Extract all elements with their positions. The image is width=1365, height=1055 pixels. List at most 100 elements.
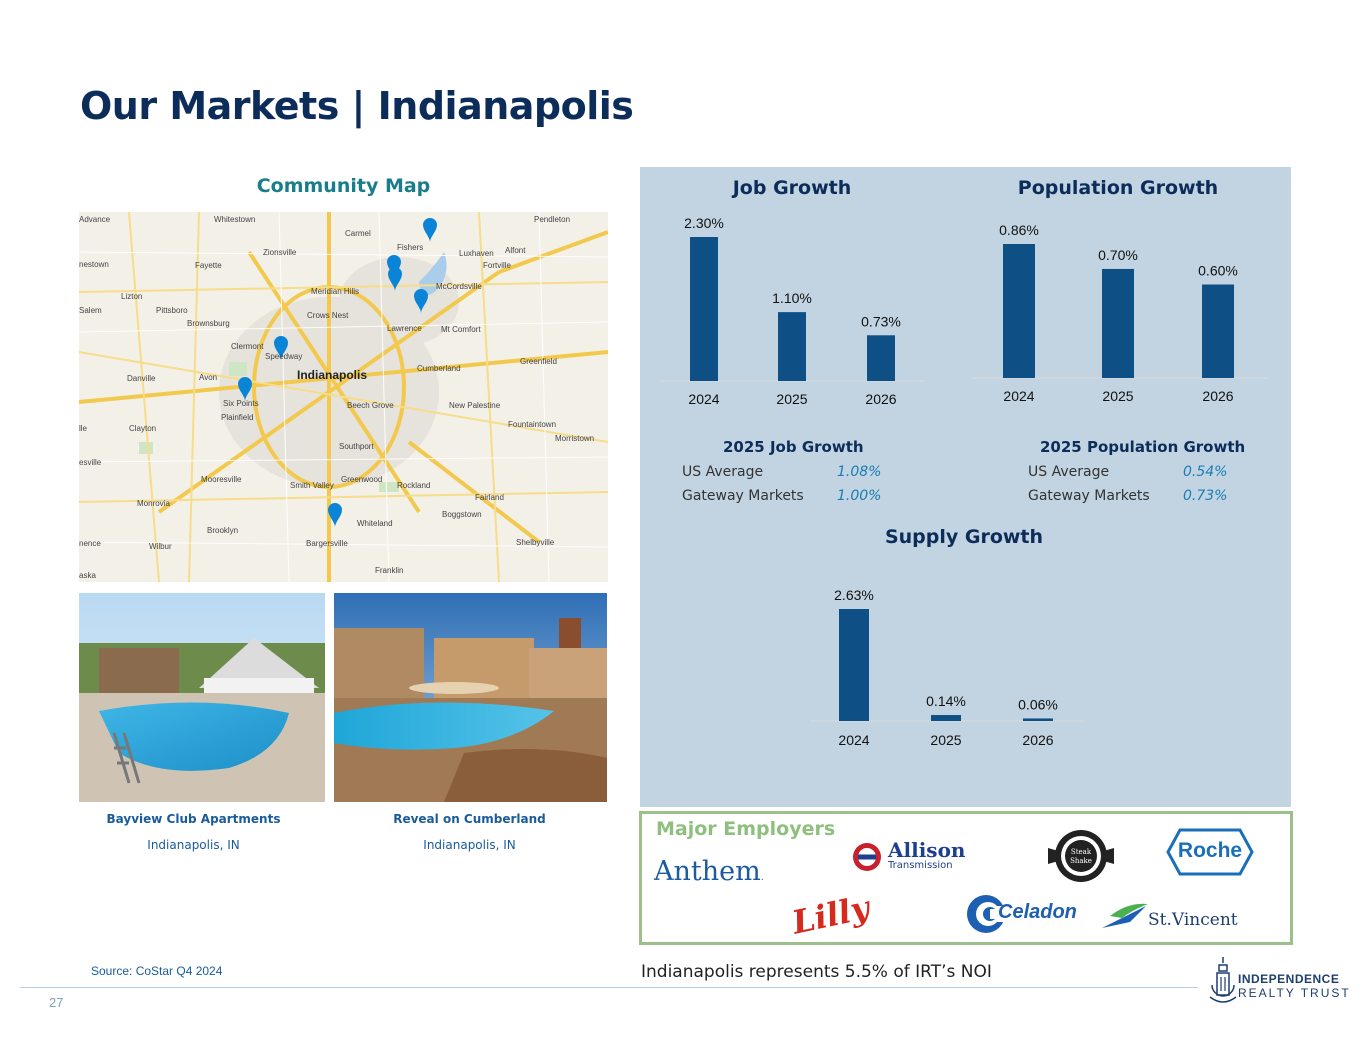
page-title: Our Markets | Indianapolis <box>80 84 634 128</box>
stat-value: 1.08% <box>837 464 882 480</box>
allison-transmission-logo: Allison Transmission <box>852 838 977 878</box>
brand-subname: REALTY TRUST <box>1238 986 1351 1000</box>
map-place-label: New Palestine <box>449 401 501 410</box>
job-growth-title: Job Growth <box>732 177 852 199</box>
map-place-label: Beech Grove <box>347 401 394 410</box>
svg-text:Shake: Shake <box>1070 857 1092 865</box>
noi-note: Indianapolis represents 5.5% of IRT’s NO… <box>641 962 992 982</box>
map-place-label: Fayette <box>195 261 222 270</box>
celadon-logo-text: Celadon <box>998 901 1077 923</box>
map-place-label: Meridian Hills <box>311 287 359 296</box>
map-place-label: Six Points <box>223 399 259 408</box>
map-graphic: Advance Whitestown Carmel Fishers Pendleton Z… <box>79 212 608 582</box>
pop-stats-heading: 2025 Population Growth <box>1040 438 1246 456</box>
map-place-label: Clermont <box>231 342 264 351</box>
chart-bar <box>778 312 806 381</box>
category-tick-label: 2026 <box>1202 388 1233 404</box>
bar-value-label: 2.63% <box>834 587 874 603</box>
chart-bar <box>1202 284 1234 378</box>
map-place-label: Franklin <box>375 566 403 575</box>
map-place-label: Clayton <box>129 424 156 433</box>
chart-bar <box>690 237 718 381</box>
map-place-label: Southport <box>339 442 374 451</box>
map-place-label: Greenwood <box>341 475 382 484</box>
map-place-label: Salem <box>79 306 102 315</box>
map-place-label: Greenfield <box>520 357 557 366</box>
category-tick-label: 2025 <box>930 732 961 748</box>
community-map[interactable]: Advance Whitestown Carmel Fishers Pendleton Z… <box>79 212 608 582</box>
bar-value-label: 0.14% <box>926 693 966 709</box>
bar-value-label: 0.60% <box>1198 263 1238 279</box>
chart-bar <box>867 335 895 381</box>
property-location: Indianapolis, IN <box>423 838 516 852</box>
community-map-heading: Community Map <box>256 175 431 197</box>
bar-value-label: 1.10% <box>772 290 812 306</box>
dove-icon <box>1102 903 1148 928</box>
property-name: Reveal on Cumberland <box>393 812 546 826</box>
category-tick-label: 2026 <box>1022 732 1053 748</box>
building-dome-icon <box>1209 957 1237 1003</box>
roche-logo: Roche <box>1166 828 1254 881</box>
map-place-label: esville <box>79 458 102 467</box>
map-place-label: Crows Nest <box>307 311 349 320</box>
chart-bar <box>1003 244 1035 378</box>
category-tick-label: 2024 <box>838 732 869 748</box>
map-place-label: Brooklyn <box>207 526 238 535</box>
population-growth-chart: 0.86% 2024 0.70% 2025 0.60% 2026 <box>972 222 1268 404</box>
map-place-label: nence <box>79 539 101 548</box>
bayview-club-photo <box>79 593 325 802</box>
map-place-label: nestown <box>79 260 109 269</box>
job-growth-chart: 2.30% 2024 1.10% 2025 0.73% 2026 <box>660 215 925 407</box>
st-vincent-logo-text: St.Vincent <box>1148 910 1238 930</box>
bar-value-label: 0.70% <box>1098 247 1138 263</box>
bar-value-label: 0.86% <box>999 222 1039 238</box>
map-place-label: Zionsville <box>263 248 297 257</box>
page-number: 27 <box>49 995 64 1010</box>
footer-divider <box>20 987 1198 988</box>
supply-growth-chart: 2.63% 2024 0.14% 2025 0.06% 2026 <box>810 587 1084 748</box>
chart-bar <box>839 609 869 721</box>
stat-value: 0.54% <box>1183 464 1228 480</box>
map-place-label: Pittsboro <box>156 306 188 315</box>
independence-realty-trust-logo <box>1208 955 1238 1012</box>
stat-value: 0.73% <box>1183 488 1228 504</box>
map-place-label: Boggstown <box>442 510 482 519</box>
property-name: Bayview Club Apartments <box>106 812 281 826</box>
map-place-label: Indianapolis <box>297 368 367 382</box>
job-stats-heading: 2025 Job Growth <box>723 438 864 456</box>
map-place-label: Whitestown <box>214 215 255 224</box>
map-place-label: Rockland <box>397 481 430 490</box>
source-note: Source: CoStar Q4 2024 <box>91 964 223 978</box>
stat-value: 1.00% <box>837 488 882 504</box>
category-tick-label: 2024 <box>688 391 719 407</box>
map-place-label: Luxhaven <box>459 249 494 258</box>
property-marker-icons <box>238 218 437 527</box>
category-tick-label: 2026 <box>865 391 896 407</box>
map-place-label: Avon <box>199 373 217 382</box>
map-place-label: Shelbyville <box>516 538 555 547</box>
map-place-label: Plainfield <box>221 413 253 422</box>
map-place-label: Fountaintown <box>508 420 556 429</box>
map-place-label: McCordsville <box>436 282 482 291</box>
map-place-label: Lawrence <box>387 324 422 333</box>
map-place-label: Morristown <box>555 434 594 443</box>
brand-name: INDEPENDENCE <box>1238 972 1340 986</box>
stat-label: Gateway Markets <box>682 488 804 504</box>
map-place-label: Fishers <box>397 243 423 252</box>
map-place-label: Mooresville <box>201 475 242 484</box>
steak-n-shake-logo: Steak Shake <box>1048 826 1114 891</box>
chart-bar <box>931 715 961 721</box>
bar-value-label: 0.06% <box>1018 696 1058 712</box>
category-tick-label: 2025 <box>776 391 807 407</box>
svg-text:Steak: Steak <box>1071 848 1092 856</box>
chart-bar <box>1023 718 1053 721</box>
reveal-cumberland-photo <box>334 593 607 802</box>
celadon-emblem-icon <box>967 895 1006 933</box>
map-place-label: Wilbur <box>149 542 172 551</box>
map-place-label: Brownsburg <box>187 319 230 328</box>
map-place-label: Monrovia <box>137 499 170 508</box>
map-place-label: Smith Valley <box>290 481 334 490</box>
category-tick-label: 2025 <box>1102 388 1133 404</box>
property-location: Indianapolis, IN <box>147 838 240 852</box>
population-growth-title: Population Growth <box>1017 177 1219 199</box>
